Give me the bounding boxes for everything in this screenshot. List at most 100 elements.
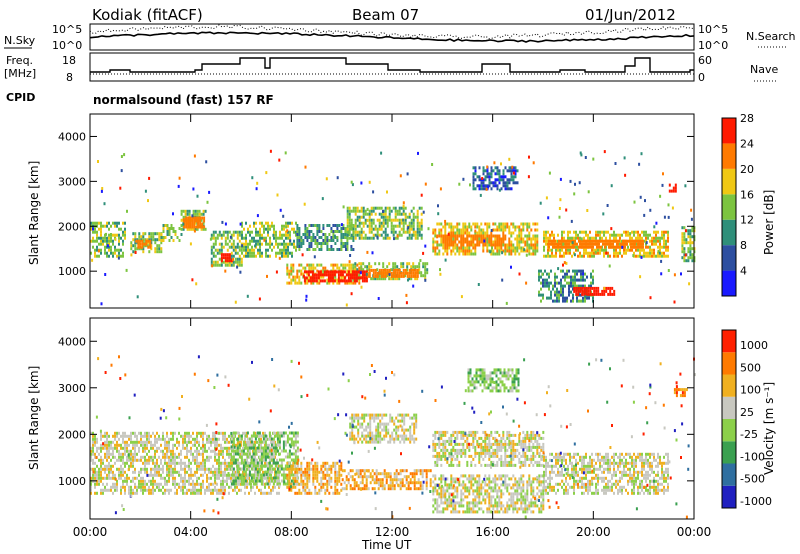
heatmap-cell xyxy=(245,242,247,246)
heatmap-cell xyxy=(112,221,114,225)
heatmap-cell xyxy=(226,256,229,260)
heatmap-cell xyxy=(624,173,627,177)
heatmap-cell xyxy=(588,245,590,249)
heatmap-cell xyxy=(100,464,102,468)
heatmap-cell xyxy=(581,254,583,258)
heatmap-cell xyxy=(104,476,106,480)
heatmap-cell xyxy=(106,482,108,486)
heatmap-cell xyxy=(525,253,528,257)
heatmap-cell xyxy=(262,455,265,459)
heatmap-cell xyxy=(298,470,301,474)
heatmap-cell xyxy=(470,243,473,247)
heatmap-cell xyxy=(224,269,227,273)
heatmap-cell xyxy=(218,449,220,453)
heatmap-cell xyxy=(396,224,399,228)
heatmap-cell xyxy=(274,461,277,465)
power-colorbar-label: Power [dB] xyxy=(762,190,776,255)
heatmap-cell xyxy=(546,281,548,285)
heatmap-cell xyxy=(240,476,243,480)
heatmap-cell xyxy=(146,431,148,435)
heatmap-cell xyxy=(268,449,271,453)
heatmap-cell xyxy=(232,254,235,258)
heatmap-cell xyxy=(94,443,96,447)
heatmap-cell xyxy=(384,268,387,272)
heatmap-cell xyxy=(418,233,421,237)
heatmap-cell xyxy=(208,458,210,462)
heatmap-cell xyxy=(148,434,150,438)
heatmap-cell xyxy=(212,233,215,237)
heatmap-cell xyxy=(490,166,493,170)
heatmap-cell xyxy=(558,293,560,297)
heatmap-cell xyxy=(243,254,245,258)
heatmap-cell xyxy=(192,452,194,456)
heatmap-cell xyxy=(460,231,463,235)
heatmap-cell xyxy=(548,245,550,249)
heatmap-cell xyxy=(238,233,241,237)
heatmap-cell xyxy=(365,272,368,276)
heatmap-cell xyxy=(683,235,686,239)
heatmap-cell xyxy=(360,262,363,266)
heatmap-cell xyxy=(591,248,593,252)
heatmap-cell xyxy=(178,431,180,435)
heatmap-cell xyxy=(398,274,401,278)
heatmap-cell xyxy=(374,274,377,278)
heatmap-cell xyxy=(188,467,190,471)
heatmap-cell xyxy=(260,443,262,447)
heatmap-cell xyxy=(570,275,572,279)
heatmap-cell xyxy=(110,446,112,450)
heatmap-cell xyxy=(370,227,373,231)
heatmap-cell xyxy=(195,216,198,220)
heatmap-cell xyxy=(186,209,189,213)
heatmap-cell xyxy=(346,230,349,234)
heatmap-cell xyxy=(390,218,393,222)
heatmap-cell xyxy=(605,251,608,255)
heatmap-cell xyxy=(573,192,576,196)
heatmap-cell xyxy=(456,228,459,232)
heatmap-cell xyxy=(180,479,182,483)
heatmap-cell xyxy=(274,467,276,471)
heatmap-cell xyxy=(326,236,329,239)
heatmap-cell xyxy=(414,230,417,234)
heatmap-cell xyxy=(604,245,606,249)
heatmap-cell xyxy=(224,253,227,257)
heatmap-cell xyxy=(576,299,578,303)
colorbar-tick-label: 24 xyxy=(740,137,754,150)
heatmap-cell xyxy=(614,162,617,165)
heatmap-cell xyxy=(197,219,200,223)
heatmap-cell xyxy=(345,303,348,307)
heatmap-cell xyxy=(351,276,354,280)
heatmap-cell xyxy=(450,234,453,238)
heatmap-cell xyxy=(350,245,353,248)
heatmap-cell xyxy=(186,491,188,495)
heatmap-cell xyxy=(298,242,301,245)
heatmap-cell xyxy=(266,491,268,495)
heatmap-cell xyxy=(286,263,289,267)
heatmap-cell xyxy=(92,467,94,471)
heatmap-cell xyxy=(310,266,313,270)
heatmap-cell xyxy=(216,248,219,252)
heatmap-cell xyxy=(230,485,232,489)
heatmap-cell xyxy=(348,224,351,228)
heatmap-cell xyxy=(575,230,577,234)
heatmap-cell xyxy=(610,242,612,246)
heatmap-cell xyxy=(204,470,206,474)
heatmap-cell xyxy=(136,440,138,444)
heatmap-cell xyxy=(222,233,225,237)
heatmap-cell xyxy=(102,239,104,243)
heatmap-cell xyxy=(285,248,287,252)
heatmap-cell xyxy=(586,275,588,279)
heatmap-cell xyxy=(210,251,213,255)
heatmap-cell xyxy=(572,281,574,285)
heatmap-cell xyxy=(287,221,289,225)
heatmap-cell xyxy=(629,232,632,236)
heatmap-cell xyxy=(366,207,369,211)
heatmap-cell xyxy=(238,479,240,483)
heatmap-cell xyxy=(288,431,291,435)
heatmap-cell xyxy=(260,437,262,441)
heatmap-cell xyxy=(323,270,326,274)
heatmap-cell xyxy=(673,300,676,304)
heatmap-cell xyxy=(550,290,552,294)
heatmap-cell xyxy=(550,281,552,285)
heatmap-cell xyxy=(422,210,425,214)
heatmap-cell xyxy=(144,470,146,474)
